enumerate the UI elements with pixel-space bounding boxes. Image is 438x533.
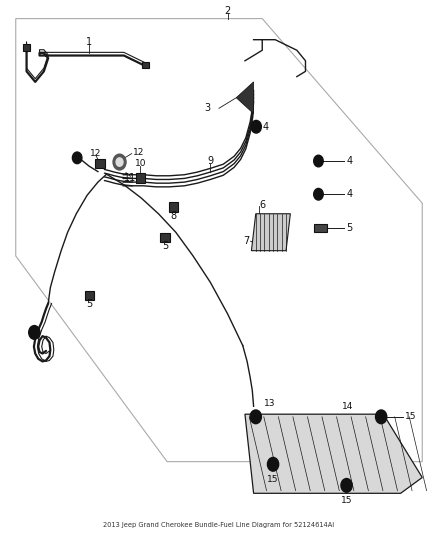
Circle shape	[341, 479, 352, 492]
FancyBboxPatch shape	[23, 44, 31, 51]
Circle shape	[375, 410, 387, 424]
Text: 6: 6	[259, 200, 265, 210]
Text: 10: 10	[134, 159, 146, 168]
Text: 5: 5	[162, 241, 168, 252]
FancyBboxPatch shape	[135, 173, 145, 183]
Text: 15: 15	[405, 413, 417, 421]
Circle shape	[268, 457, 279, 471]
Text: 1: 1	[86, 37, 92, 47]
FancyBboxPatch shape	[85, 291, 94, 300]
Text: 7: 7	[243, 236, 249, 246]
Text: 3: 3	[204, 103, 210, 114]
Text: 4: 4	[346, 189, 353, 199]
Text: 2013 Jeep Grand Cherokee Bundle-Fuel Line Diagram for 52124614AI: 2013 Jeep Grand Cherokee Bundle-Fuel Lin…	[103, 522, 335, 528]
Text: 14: 14	[342, 402, 353, 411]
Text: 5: 5	[86, 300, 92, 310]
Text: 15: 15	[341, 496, 352, 505]
Circle shape	[250, 410, 261, 424]
Text: 8: 8	[170, 211, 177, 221]
Circle shape	[72, 152, 82, 164]
Circle shape	[251, 120, 261, 133]
Text: 4: 4	[262, 122, 268, 132]
Text: 5: 5	[346, 223, 353, 233]
FancyBboxPatch shape	[160, 233, 170, 242]
Text: 12: 12	[133, 148, 144, 157]
Text: 15: 15	[267, 474, 279, 483]
Polygon shape	[245, 414, 422, 494]
Circle shape	[314, 155, 323, 167]
Text: 9: 9	[207, 156, 213, 166]
Circle shape	[116, 158, 123, 166]
FancyBboxPatch shape	[314, 224, 327, 232]
Circle shape	[113, 154, 126, 170]
Circle shape	[314, 189, 323, 200]
Text: 13: 13	[265, 399, 276, 408]
Text: 2: 2	[225, 6, 231, 15]
FancyBboxPatch shape	[95, 159, 105, 168]
Text: 11: 11	[124, 173, 137, 183]
Text: 4: 4	[346, 156, 353, 166]
Polygon shape	[236, 82, 254, 114]
FancyBboxPatch shape	[141, 62, 149, 68]
Polygon shape	[251, 214, 290, 251]
Circle shape	[29, 326, 40, 340]
FancyBboxPatch shape	[169, 202, 178, 212]
Text: 12: 12	[90, 149, 102, 158]
